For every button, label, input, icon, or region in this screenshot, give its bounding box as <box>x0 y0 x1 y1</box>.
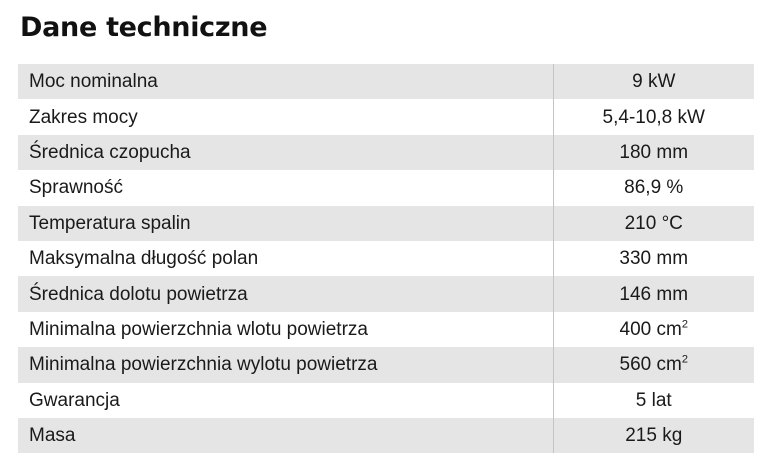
row-value: 330 mm <box>553 240 754 277</box>
row-value: 400 cm2 <box>553 311 754 348</box>
unit-superscript: 2 <box>681 353 688 366</box>
row-value: 210 °C <box>553 205 754 241</box>
row-label: Minimalna powierzchnia wylotu powietrza <box>18 347 554 383</box>
row-label: Temperatura spalin <box>18 205 554 241</box>
table-row: Maksymalna długość polan 330 mm <box>18 240 754 277</box>
row-label: Masa <box>18 417 554 454</box>
row-label: Moc nominalna <box>18 64 554 100</box>
table-row: Sprawność 86,9 % <box>18 170 754 206</box>
table-row: Minimalna powierzchnia wlotu powietrza 4… <box>18 311 754 348</box>
row-label: Zakres mocy <box>18 99 554 135</box>
row-label: Średnica dolotu powietrza <box>18 276 554 312</box>
row-label: Średnica czopucha <box>18 134 554 171</box>
table-row: Masa 215 kg <box>18 417 754 454</box>
row-value: 180 mm <box>553 134 754 171</box>
row-label: Minimalna powierzchnia wlotu powietrza <box>18 311 554 348</box>
row-value: 560 cm2 <box>553 347 754 383</box>
row-value: 5 lat <box>553 382 754 418</box>
row-value-text: 560 cm <box>619 354 682 376</box>
row-label: Gwarancja <box>18 382 554 418</box>
unit-superscript: 2 <box>681 318 688 331</box>
row-label: Sprawność <box>18 170 554 206</box>
table-row: Średnica czopucha 180 mm <box>18 134 754 171</box>
table-row: Zakres mocy 5,4-10,8 kW <box>18 99 754 135</box>
specs-table: Moc nominalna 9 kW Zakres mocy 5,4-10,8 … <box>18 64 754 454</box>
table-row: Średnica dolotu powietrza 146 mm <box>18 276 754 312</box>
page-title: Dane techniczne <box>20 12 268 43</box>
row-value: 215 kg <box>553 417 754 454</box>
row-value: 146 mm <box>553 276 754 312</box>
row-value: 5,4-10,8 kW <box>553 99 754 135</box>
table-row: Moc nominalna 9 kW <box>18 64 754 100</box>
row-value-text: 400 cm <box>619 318 682 340</box>
row-label: Maksymalna długość polan <box>18 240 554 277</box>
table-row: Gwarancja 5 lat <box>18 382 754 418</box>
table-row: Temperatura spalin 210 °C <box>18 205 754 241</box>
table-row: Minimalna powierzchnia wylotu powietrza … <box>18 347 754 383</box>
row-value: 86,9 % <box>553 170 754 206</box>
row-value: 9 kW <box>553 64 754 100</box>
